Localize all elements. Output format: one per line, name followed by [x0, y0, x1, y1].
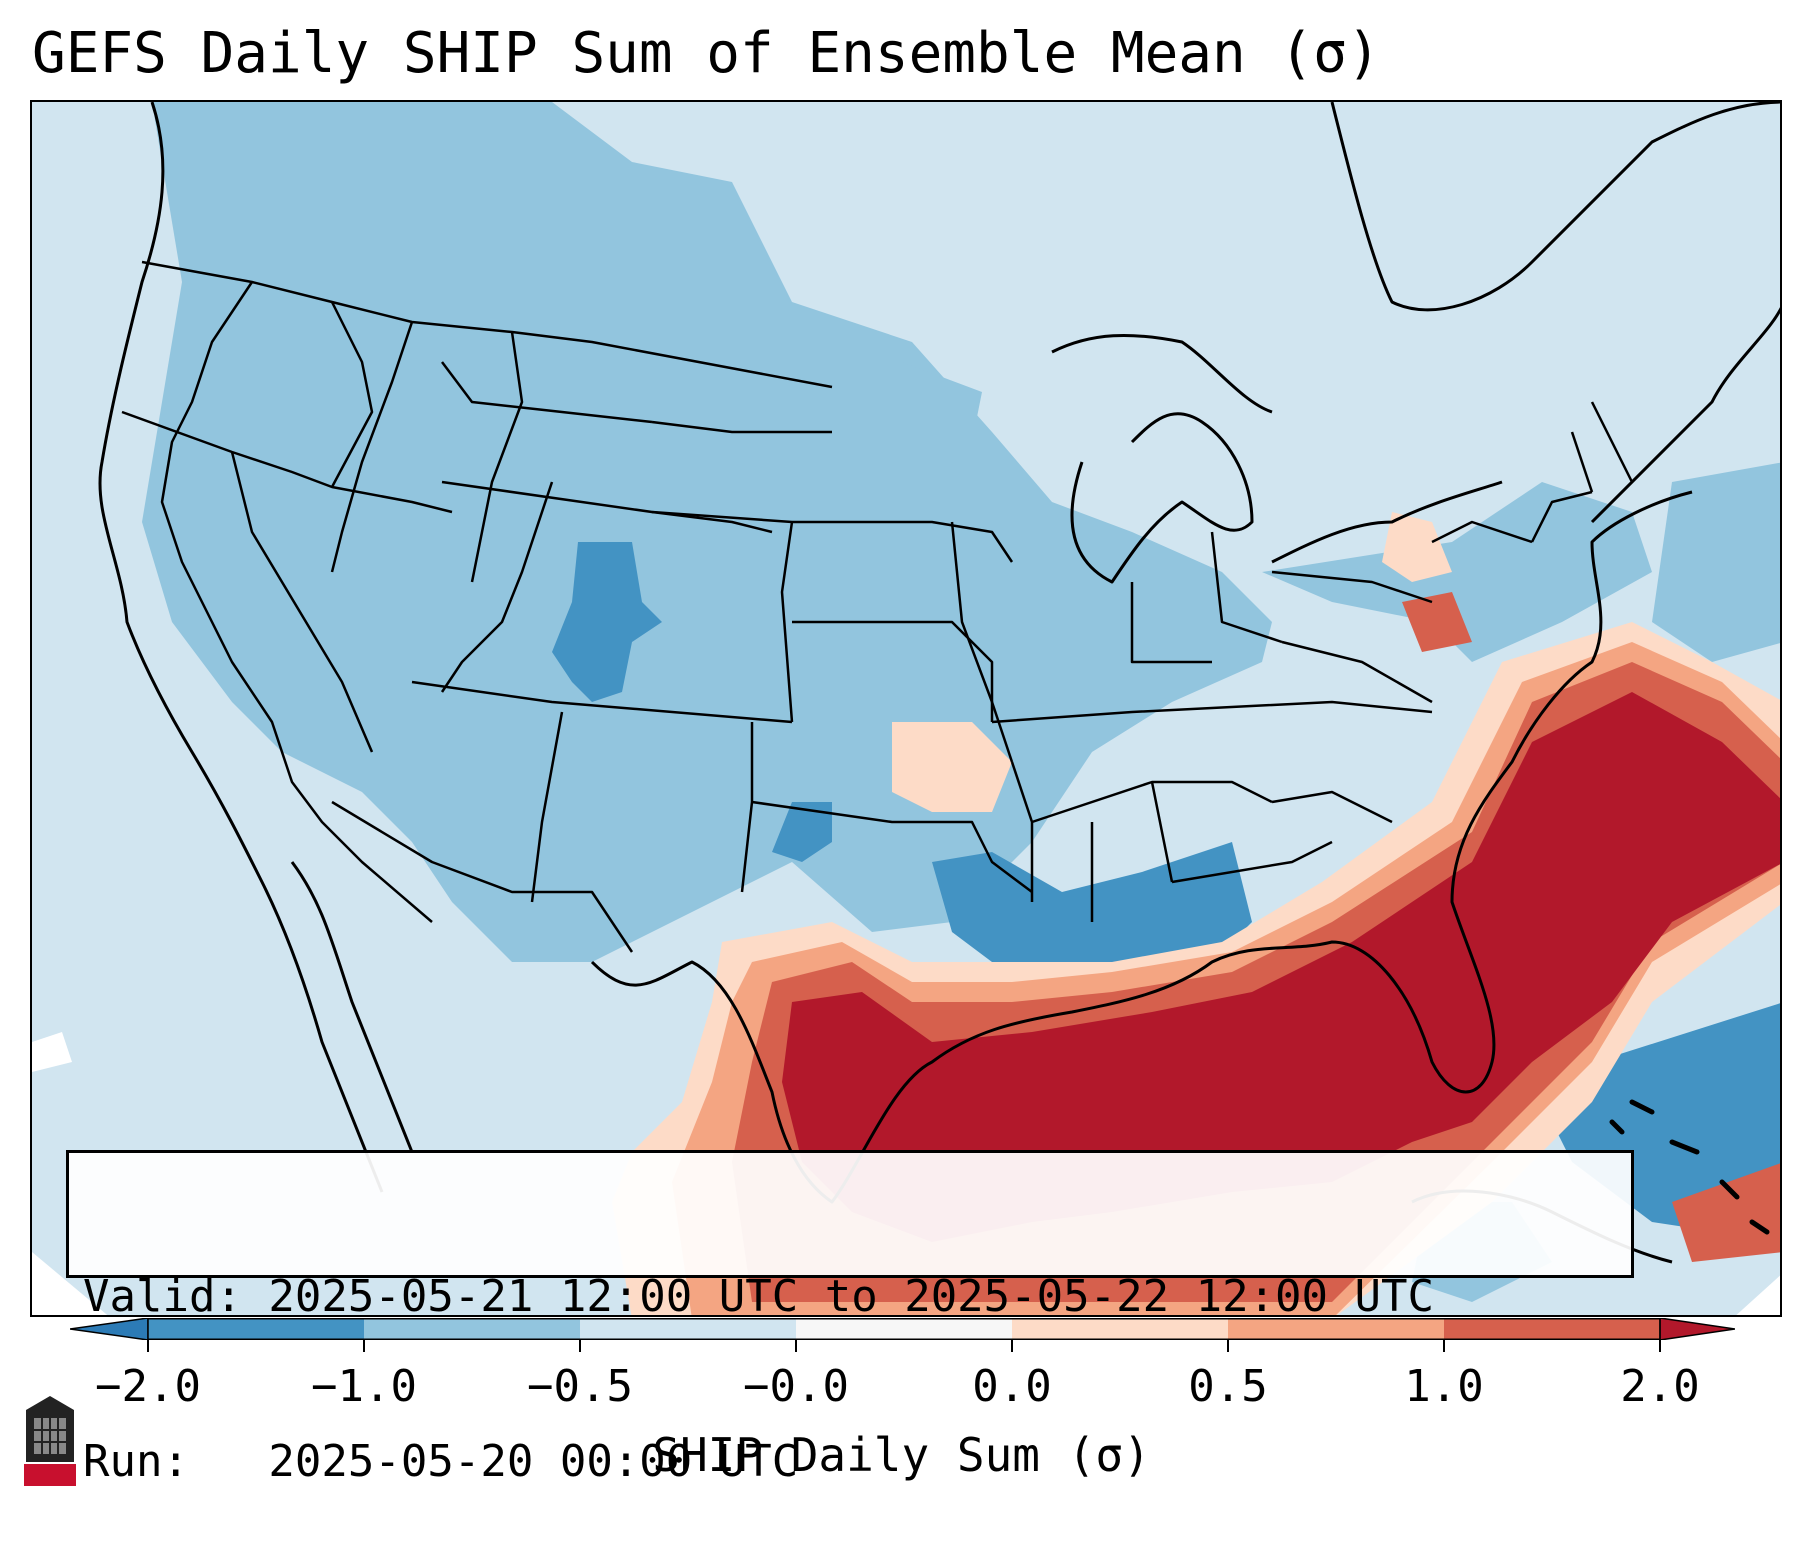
colorbar-label: SHIP Daily Sum (σ) [652, 1428, 1151, 1482]
colorbar-tick-mark [1011, 1340, 1013, 1352]
valid-time-text: Valid: 2025-05-21 12:00 UTC to 2025-05-2… [83, 1271, 1435, 1322]
colorbar-tick-mark [1659, 1340, 1661, 1352]
colorbar-over-extend [1659, 1318, 1735, 1340]
ship-map [32, 102, 1780, 1315]
coastlines [98, 102, 1780, 1264]
field-over-2 [782, 692, 1780, 1242]
colorbar-tick-label: −0.5 [527, 1361, 633, 1412]
outside-domain [32, 1032, 1780, 1315]
state-borders [121, 260, 1634, 953]
colorbar-bin [148, 1318, 364, 1340]
colorbar-tick-mark [1227, 1340, 1229, 1352]
colorbar-tick-label: −1.0 [311, 1361, 417, 1412]
colorbar-bin [1012, 1318, 1228, 1340]
valid-run-info-box: Valid: 2025-05-21 12:00 UTC to 2025-05-2… [66, 1150, 1634, 1487]
colorbar-tick-label: 2.0 [1620, 1361, 1700, 1412]
colorbar-tick-label: 0.5 [1188, 1361, 1268, 1412]
colorbar-outline [147, 1318, 1661, 1340]
colorbar-bin [580, 1318, 796, 1340]
colorbar-tick-label: 0.0 [972, 1361, 1052, 1412]
niu-logo [24, 1396, 76, 1486]
colorbar-bin [364, 1318, 580, 1340]
run-time-text: Run: 2025-05-20 00:00 UTC [83, 1436, 799, 1487]
colorbar [70, 1318, 1735, 1340]
colorbar-tick-mark [147, 1340, 149, 1352]
colorbar-tick-label: −2.0 [95, 1361, 201, 1412]
islands [1609, 1099, 1770, 1235]
colorbar-bin [1228, 1318, 1444, 1340]
colorbar-tick-mark [795, 1340, 797, 1352]
colorbar-bin [796, 1318, 1012, 1340]
map-title: GEFS Daily SHIP Sum of Ensemble Mean (σ) [32, 21, 1381, 86]
colorbar-bin [1444, 1318, 1660, 1340]
colorbar-tick-label: 1.0 [1404, 1361, 1484, 1412]
colorbar-under-extend [70, 1318, 149, 1340]
colorbar-tick-mark [1443, 1340, 1445, 1352]
colorbar-tick-label: −0.0 [743, 1361, 849, 1412]
colorbar-tick-mark [363, 1340, 365, 1352]
colorbar-tick-mark [579, 1340, 581, 1352]
map-panel [30, 100, 1782, 1317]
